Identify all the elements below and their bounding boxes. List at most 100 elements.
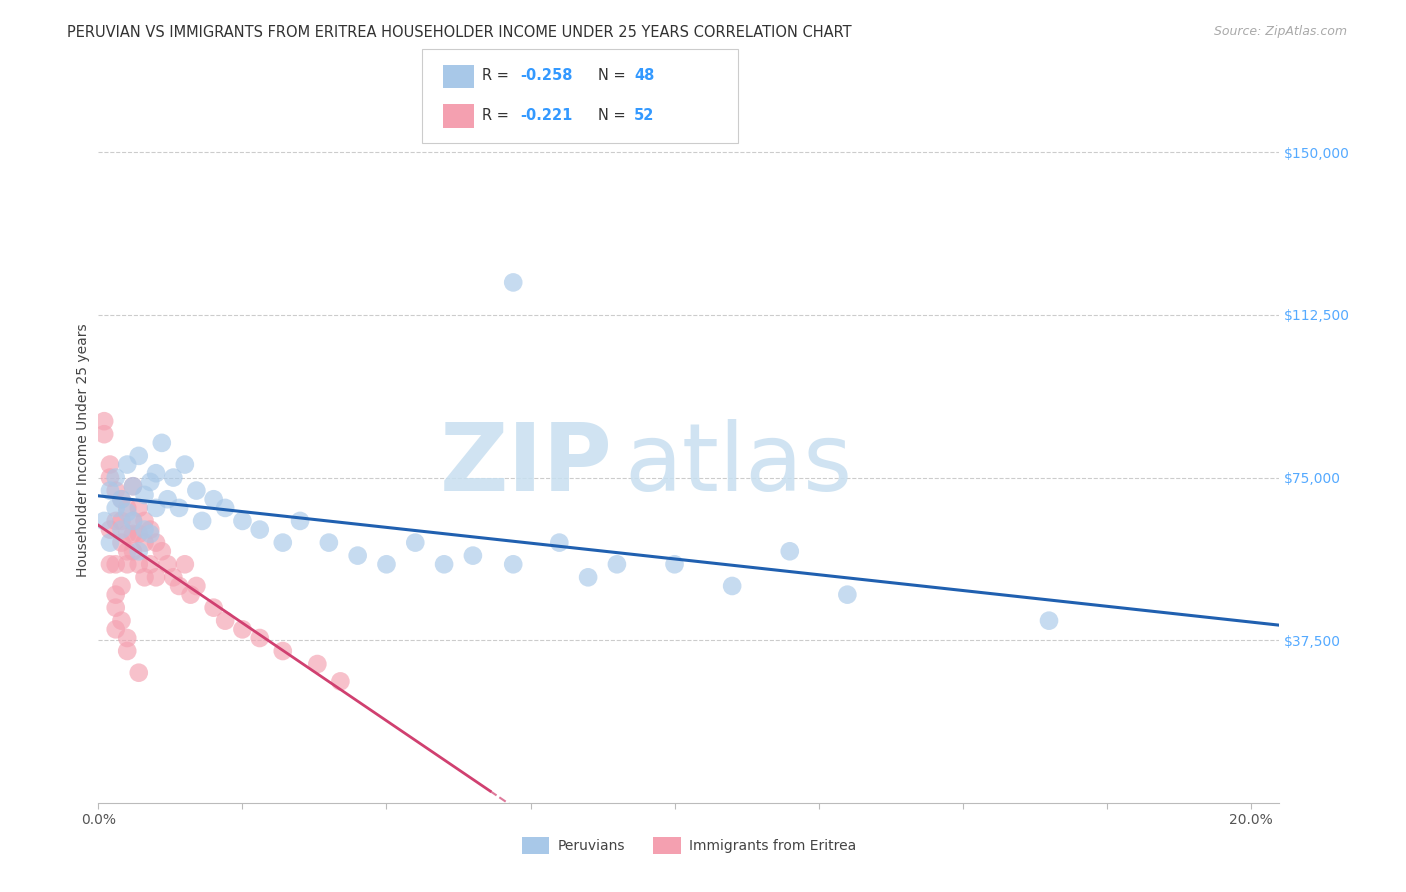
Point: [173, 458, 195, 472]
Point: [98, 523, 121, 537]
Point: [104, 514, 127, 528]
Point: [156, 492, 179, 507]
Point: [115, 527, 138, 541]
Point: [329, 674, 352, 689]
Point: [307, 657, 329, 671]
Text: Source: ZipAtlas.com: Source: ZipAtlas.com: [1213, 25, 1347, 38]
Point: [134, 523, 156, 537]
Point: [122, 544, 145, 558]
Point: [548, 535, 571, 549]
Point: [110, 492, 132, 507]
Point: [122, 479, 145, 493]
Legend: Peruvians, Immigrants from Eritrea: Peruvians, Immigrants from Eritrea: [516, 831, 862, 859]
Point: [122, 479, 145, 493]
Point: [346, 549, 368, 563]
Point: [93, 514, 115, 528]
Point: [93, 427, 115, 442]
Point: [122, 514, 145, 528]
Point: [502, 558, 524, 572]
Text: 52: 52: [634, 108, 654, 122]
Point: [145, 500, 167, 515]
Point: [173, 558, 195, 572]
Point: [191, 514, 214, 528]
Point: [202, 600, 225, 615]
Point: [139, 475, 162, 489]
Point: [288, 514, 311, 528]
Text: atlas: atlas: [624, 418, 852, 510]
Point: [115, 458, 138, 472]
Point: [134, 535, 156, 549]
Point: [104, 500, 127, 515]
Point: [98, 483, 121, 498]
Point: [110, 492, 132, 507]
Point: [122, 527, 145, 541]
Point: [180, 588, 202, 602]
Point: [115, 500, 138, 515]
Point: [128, 665, 150, 680]
Point: [122, 514, 145, 528]
Point: [98, 458, 121, 472]
Point: [461, 549, 484, 563]
Point: [139, 527, 162, 541]
Text: 48: 48: [634, 69, 654, 83]
Point: [110, 514, 132, 528]
Point: [1038, 614, 1060, 628]
Point: [115, 558, 138, 572]
Point: [104, 470, 127, 484]
Point: [93, 414, 115, 428]
Point: [145, 467, 167, 481]
Text: N =: N =: [598, 108, 630, 122]
Point: [721, 579, 744, 593]
Point: [231, 514, 253, 528]
Point: [271, 535, 294, 549]
Point: [145, 570, 167, 584]
Point: [128, 449, 150, 463]
Point: [664, 558, 686, 572]
Point: [150, 435, 173, 450]
Text: ZIP: ZIP: [439, 418, 612, 510]
Point: [186, 579, 208, 593]
Point: [249, 631, 271, 645]
Point: [128, 544, 150, 558]
Point: [779, 544, 801, 558]
Point: [104, 558, 127, 572]
Point: [606, 558, 628, 572]
Point: [162, 570, 184, 584]
Point: [115, 644, 138, 658]
Text: N =: N =: [598, 69, 630, 83]
Text: PERUVIAN VS IMMIGRANTS FROM ERITREA HOUSEHOLDER INCOME UNDER 25 YEARS CORRELATIO: PERUVIAN VS IMMIGRANTS FROM ERITREA HOUS…: [67, 25, 852, 40]
Point: [98, 535, 121, 549]
Point: [156, 558, 179, 572]
Point: [576, 570, 599, 584]
Point: [128, 527, 150, 541]
Y-axis label: Householder Income Under 25 years: Householder Income Under 25 years: [76, 324, 90, 577]
Point: [104, 623, 127, 637]
Point: [98, 558, 121, 572]
Point: [231, 623, 253, 637]
Point: [167, 500, 190, 515]
Point: [104, 483, 127, 498]
Point: [150, 544, 173, 558]
Point: [202, 492, 225, 507]
Text: -0.258: -0.258: [520, 69, 572, 83]
Text: R =: R =: [482, 108, 513, 122]
Point: [214, 500, 236, 515]
Text: R =: R =: [482, 69, 513, 83]
Point: [837, 588, 859, 602]
Point: [128, 500, 150, 515]
Point: [115, 631, 138, 645]
Point: [134, 488, 156, 502]
Point: [110, 579, 132, 593]
Point: [502, 276, 524, 290]
Point: [110, 535, 132, 549]
Point: [186, 483, 208, 498]
Point: [128, 558, 150, 572]
Point: [271, 644, 294, 658]
Point: [134, 570, 156, 584]
Point: [115, 505, 138, 519]
Point: [375, 558, 398, 572]
Point: [134, 514, 156, 528]
Point: [167, 579, 190, 593]
Point: [104, 588, 127, 602]
Point: [162, 470, 184, 484]
